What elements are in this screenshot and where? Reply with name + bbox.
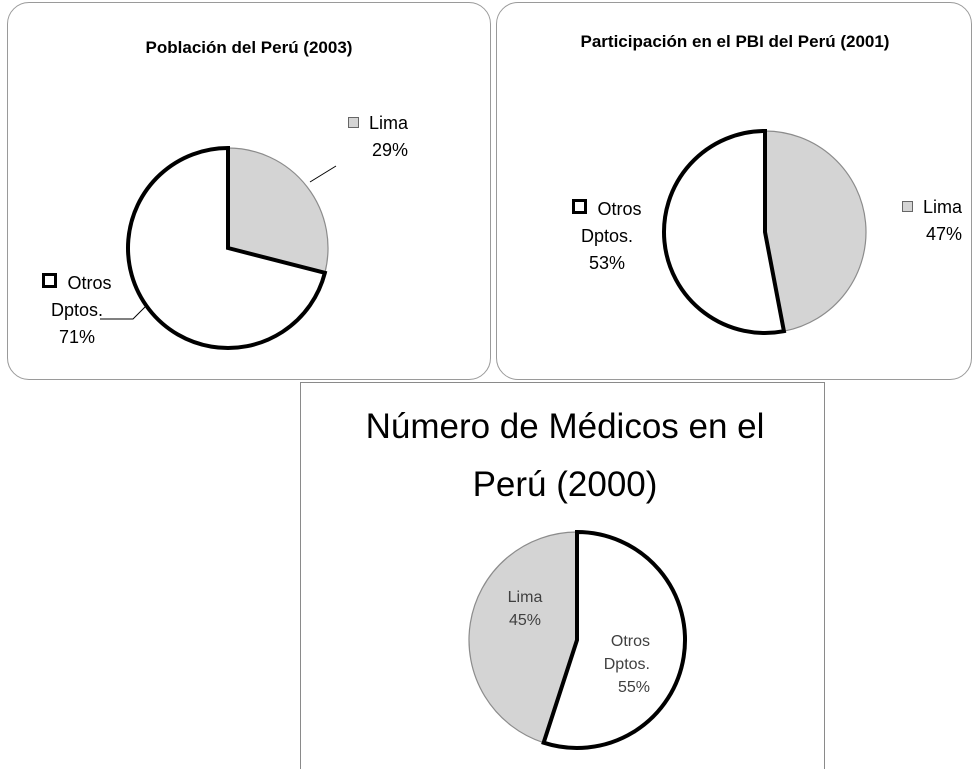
leader-line: [100, 306, 146, 320]
data-label: Lima 47%: [878, 194, 962, 248]
pie-slice: [227, 147, 329, 274]
value-label: 45%: [508, 612, 542, 629]
value-label: 29%: [371, 140, 408, 160]
value-label: 71%: [58, 327, 96, 347]
pie-slice: [126, 145, 328, 350]
chart-title: Población del Perú (2003): [145, 38, 353, 57]
legend-marker: [42, 273, 58, 288]
data-label: Lima 29%: [318, 110, 408, 164]
legend-marker: [572, 199, 588, 214]
category-label: Otros Dptos.: [580, 199, 642, 246]
chart-frame: [300, 382, 825, 769]
pie-slice: [662, 128, 787, 335]
category-label: Otros Dptos.: [603, 633, 650, 673]
category-label: Otros Dptos.: [50, 273, 112, 320]
chart-frame: [7, 2, 491, 380]
category-label: Lima: [507, 589, 543, 606]
value-label: 47%: [925, 224, 962, 244]
pie-slice: [541, 529, 687, 750]
category-label: Lima: [368, 113, 408, 133]
value-label: 55%: [617, 679, 650, 696]
value-label: 53%: [588, 253, 626, 273]
legend-marker: [347, 117, 359, 128]
data-label: Otros Dptos. 53%: [552, 196, 662, 277]
pie-slice: [764, 130, 867, 332]
category-label: Lima: [922, 197, 962, 217]
data-label: Otros Dptos. 55%: [588, 630, 650, 699]
data-label: Lima 45%: [497, 586, 553, 632]
legend-marker: [901, 201, 913, 212]
chart-title: Número de Médicos en el Perú (2000): [365, 407, 765, 504]
pie-slice: [468, 531, 578, 744]
leader-line: [309, 165, 337, 183]
chart-title: Participación en el PBI del Perú (2001): [580, 32, 890, 51]
data-label: Otros Dptos. 71%: [22, 270, 132, 351]
